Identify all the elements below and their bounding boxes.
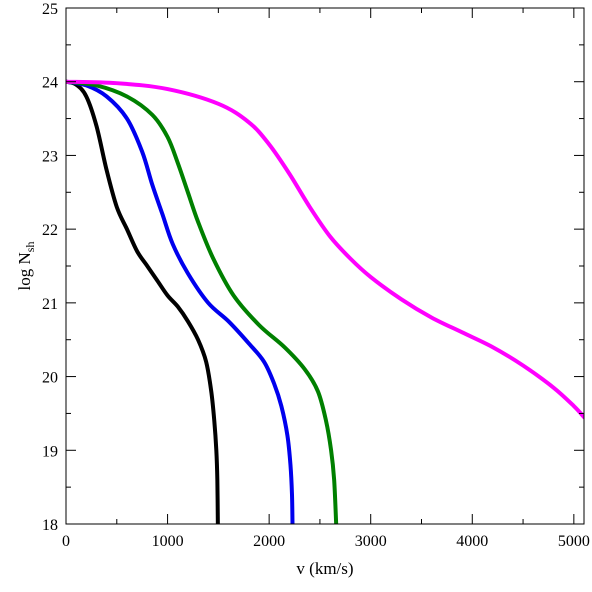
x-tick-label: 0: [62, 533, 70, 550]
series-line-2: [66, 79, 295, 524]
y-tick-label: 25: [42, 1, 58, 18]
y-axis-label-subscript: sh: [23, 242, 37, 253]
y-tick-label: 18: [42, 517, 58, 534]
plot-frame: [65, 7, 585, 525]
x-tick-label: 4000: [456, 533, 488, 550]
series-layer: [66, 79, 584, 524]
x-axis-label: v (km/s): [296, 559, 353, 578]
y-axis-label: log Nsh: [15, 242, 37, 291]
x-tick-label: 1000: [152, 533, 184, 550]
x-tick-label: 3000: [355, 533, 387, 550]
y-tick-label: 23: [42, 148, 58, 165]
y-tick-label: 19: [42, 443, 58, 460]
x-tick-label: 2000: [253, 533, 285, 550]
tick-labels-layer: 0 1000 2000 3000 4000 5000 18 19 20 21 22 23 24 25: [42, 1, 590, 550]
y-axis-label-main: log N: [15, 252, 34, 290]
y-tick-label: 24: [42, 75, 58, 92]
y-tick-label: 20: [42, 370, 58, 387]
series-line-3: [66, 79, 339, 524]
x-tick-label: 5000: [558, 533, 590, 550]
y-tick-label: 22: [42, 222, 58, 239]
series-line-4: [66, 79, 584, 420]
y-tick-label: 21: [42, 296, 58, 313]
series-line-1: [66, 79, 220, 524]
